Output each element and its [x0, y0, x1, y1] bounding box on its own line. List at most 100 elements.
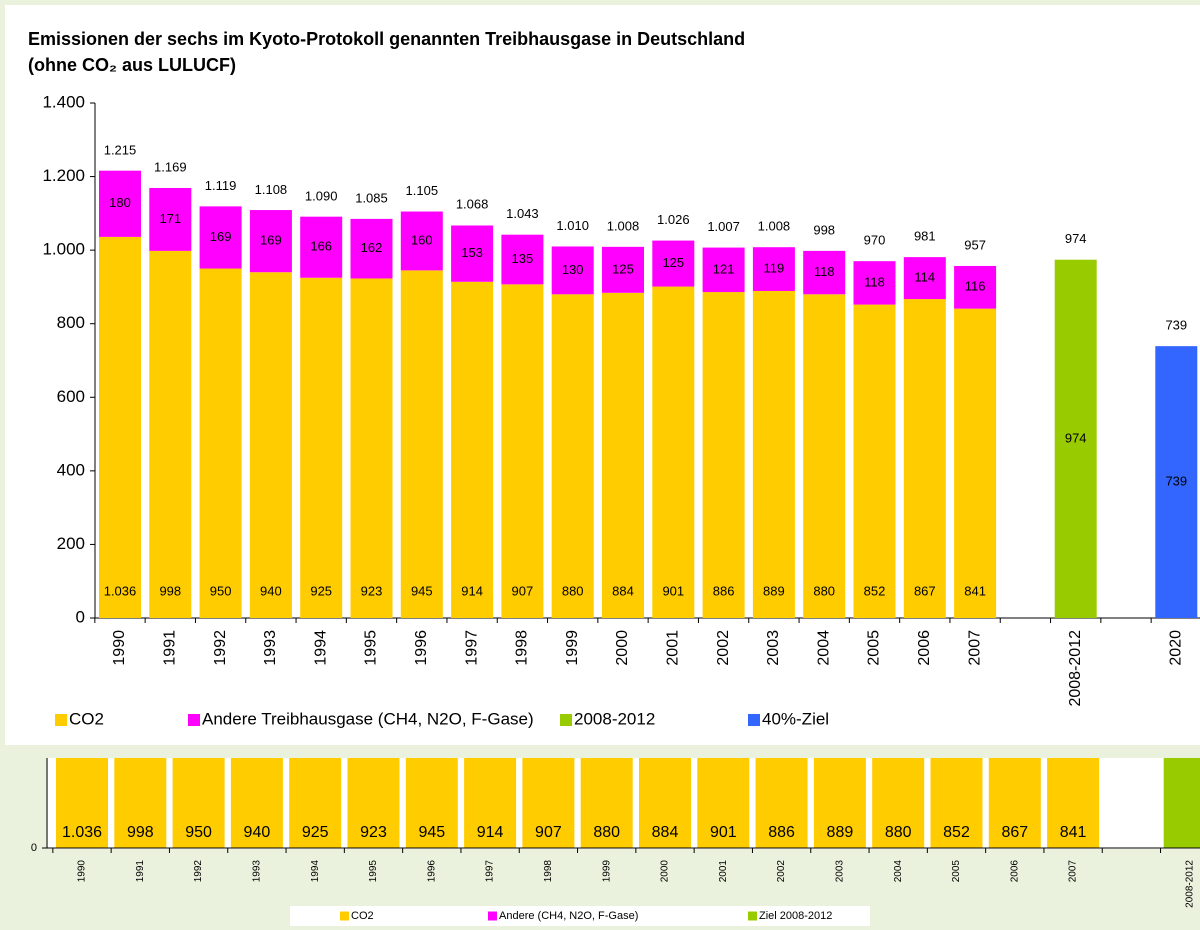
bar-segment: [464, 758, 517, 848]
value-label: 125: [612, 261, 634, 276]
bar-segment: [930, 758, 983, 848]
value-label: 998: [127, 824, 154, 841]
legend-label: Ziel 2008-2012: [759, 910, 832, 922]
value-label: 867: [914, 583, 936, 598]
bar-segment: [551, 246, 594, 295]
x-tick-label: 1995: [368, 860, 379, 883]
value-label: 945: [411, 583, 433, 598]
bar-segment: [752, 247, 795, 291]
x-tick-label: 2003: [835, 860, 846, 883]
total-label: 1.008: [607, 219, 640, 234]
y-tick-label: 1.200: [42, 166, 85, 185]
value-label: 118: [864, 274, 885, 289]
chart-subtitle: (ohne CO₂ aus LULUCF): [28, 55, 236, 75]
bar-segment: [231, 0, 283, 2]
y-tick-label: 600: [57, 387, 85, 406]
bar-segment: [400, 270, 443, 618]
x-tick-label: 2008-2012: [1067, 630, 1084, 707]
bar-segment: [602, 246, 644, 293]
y-tick-label: 0: [31, 842, 37, 854]
value-label: 116: [965, 279, 986, 294]
value-label: 1.036: [104, 583, 137, 598]
bar-segment: [1163, 758, 1200, 848]
x-tick-label: 2005: [866, 630, 883, 666]
chart-title: Emissionen der sechs im Kyoto-Protokoll …: [28, 29, 745, 49]
total-label: 1.119: [205, 178, 237, 193]
bar-segment: [652, 240, 695, 287]
bar-segment: [551, 294, 594, 618]
value-label: 121: [713, 261, 735, 276]
bar-segment: [300, 277, 343, 618]
total-label: 1.068: [456, 197, 489, 212]
x-tick-label: 1995: [363, 630, 380, 666]
bar-segment: [903, 299, 946, 618]
value-label: 901: [662, 583, 684, 598]
bar-segment: [114, 758, 167, 849]
bar-segment: [350, 218, 393, 279]
bar-segment: [300, 216, 343, 278]
x-tick-label: 1997: [485, 860, 496, 883]
legend-swatch: [188, 714, 200, 726]
bar-segment: [99, 170, 141, 237]
value-label: 884: [652, 824, 679, 841]
x-tick-label: 1991: [135, 860, 146, 883]
value-label: 880: [885, 824, 912, 841]
value-label: 852: [864, 583, 886, 598]
value-label: 945: [418, 824, 445, 841]
bar-segment: [602, 292, 644, 618]
value-label: 907: [512, 583, 534, 598]
total-label: 1.026: [657, 212, 690, 227]
value-label: 739: [1165, 474, 1187, 489]
bar-segment: [230, 758, 283, 848]
legend-box: [290, 906, 870, 926]
bar-segment: [199, 268, 242, 618]
x-tick-label: 2004: [893, 860, 904, 883]
x-tick-label: 2008-2012: [1184, 860, 1195, 908]
bar-segment: [451, 281, 494, 618]
x-tick-label: 2007: [966, 630, 983, 666]
value-label: 160: [411, 232, 433, 247]
x-tick-label: 1999: [601, 860, 612, 883]
bar-segment: [639, 758, 691, 848]
value-label: 169: [210, 229, 232, 244]
value-label: 880: [562, 583, 584, 598]
bar-segment: [903, 257, 946, 300]
bar-segment: [702, 247, 745, 293]
bar-segment: [501, 284, 544, 618]
total-label: 1.169: [154, 159, 187, 174]
total-label: 1.010: [556, 218, 589, 233]
bar-segment: [988, 758, 1041, 848]
value-label: 950: [185, 824, 212, 841]
bars-clip: [56, 0, 1200, 849]
x-tick-label: 2001: [718, 860, 729, 883]
total-label: 1.090: [305, 188, 338, 203]
x-tick-label: 2002: [776, 860, 787, 883]
legend-label: 2008-2012: [574, 709, 655, 728]
value-label: 118: [814, 264, 835, 279]
bar-segment: [56, 758, 108, 849]
x-tick-label: 2000: [660, 860, 671, 883]
x-tick-label: 1991: [162, 630, 179, 666]
legend-swatch: [560, 714, 572, 726]
x-tick-label: 2001: [665, 630, 682, 666]
value-label: 886: [768, 824, 795, 841]
bar-segment: [580, 758, 633, 848]
total-label: 1.007: [707, 219, 740, 234]
bar-segment: [149, 250, 192, 618]
x-tick-label: 1996: [413, 630, 430, 666]
value-label: 841: [964, 583, 986, 598]
legend-swatch: [55, 714, 67, 726]
bar-segment: [813, 758, 866, 848]
value-label: 180: [109, 195, 131, 210]
x-tick-label: 2020: [1168, 630, 1185, 666]
total-label: 1.105: [406, 183, 439, 198]
bar-segment: [1047, 758, 1100, 849]
bar-segment: [702, 292, 745, 618]
total-label: 974: [1065, 231, 1087, 246]
legend-label: Andere (CH4, N2O, F-Gase): [499, 910, 638, 922]
x-tick-label: 1990: [111, 630, 128, 666]
value-label: 119: [764, 261, 785, 276]
bar-segment: [752, 290, 795, 618]
x-tick-label: 1992: [193, 860, 204, 883]
